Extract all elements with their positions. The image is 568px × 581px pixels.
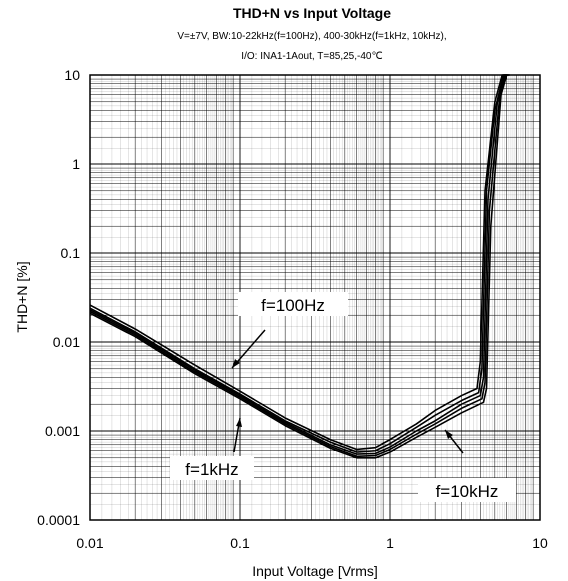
- x-axis-label: Input Voltage [Vrms]: [252, 563, 378, 579]
- x-tick-label: 1: [386, 535, 394, 551]
- series-line-3: [89, 74, 508, 455]
- annotation-f100hz-arrowhead: [232, 359, 240, 368]
- tick-labels: 0.01 0.1 1 10 0.0001 0.001 0.01 0.1 1 10: [37, 67, 548, 551]
- annotation-f1khz-box: [170, 456, 254, 480]
- series-group: [89, 74, 510, 459]
- plot-area: [89, 74, 541, 521]
- x-tick-label: 0.1: [230, 535, 250, 551]
- chart-subtitle-line-2: I/O: INA1-1Aout, T=85,25,-40℃: [241, 51, 382, 62]
- annotation-f10khz: f=10kHz: [436, 482, 499, 501]
- series-line-2: [89, 74, 507, 453]
- annotation-f1khz: f=1kHz: [185, 460, 238, 479]
- y-tick-label: 0.01: [53, 334, 80, 350]
- y-tick-label: 1: [72, 156, 80, 172]
- annotation-f10khz-arrowhead: [445, 430, 453, 439]
- series-line-1: [89, 74, 506, 451]
- y-axis-label: THD+N [%]: [14, 261, 30, 332]
- y-tick-label: 0.1: [61, 245, 81, 261]
- y-tick-label: 10: [64, 67, 80, 83]
- y-tick-label: 0.001: [45, 423, 80, 439]
- series-line-4: [89, 74, 509, 458]
- annotation-f1khz-arrowhead: [236, 418, 242, 427]
- x-tick-label: 0.01: [76, 535, 103, 551]
- series-line-5: [89, 74, 510, 459]
- x-tick-label: 10: [532, 535, 548, 551]
- chart-title: THD+N vs Input Voltage: [233, 5, 391, 21]
- annotation-f10khz-box: [418, 478, 516, 502]
- chart-subtitle-line-1: V=±7V, BW:10-22kHz(f=100Hz), 400-30kHz(f…: [177, 31, 446, 42]
- annotation-f100hz: f=100Hz: [261, 296, 325, 315]
- y-tick-label: 0.0001: [37, 512, 80, 528]
- annotation-f100hz-box: [238, 292, 348, 316]
